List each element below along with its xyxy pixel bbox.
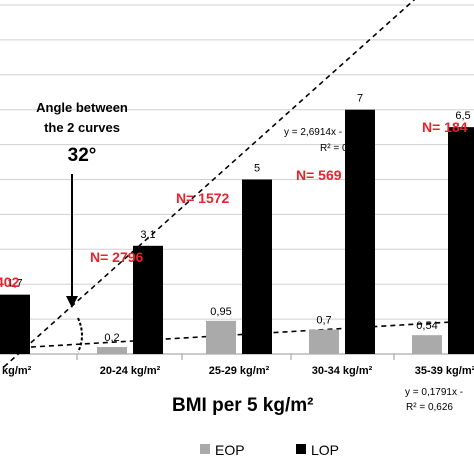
angle-arc xyxy=(77,317,83,353)
category-label: 30-34 kg/m² xyxy=(312,365,373,377)
gridlines xyxy=(0,4,474,360)
eop-trend-equation: y = 0,1791x - xyxy=(405,387,463,398)
n-label-4: N= 569 xyxy=(296,167,342,183)
eop-bar-label: 0,95 xyxy=(210,306,231,318)
lop-bar-label: 3,1 xyxy=(140,229,155,241)
angle-arrow-head xyxy=(66,296,78,308)
eop-bar xyxy=(97,347,127,354)
lop-bar xyxy=(345,109,375,354)
lop-trendline xyxy=(3,0,416,368)
lop-bar xyxy=(448,127,474,355)
lop-bar xyxy=(133,245,163,354)
n-label-2: N= 2796 xyxy=(90,249,144,265)
lop-trend-r2: R² = 0,7426 xyxy=(320,143,373,154)
category-label: 35-39 kg/m² xyxy=(415,365,474,377)
eop-trend-r2: R² = 0,626 xyxy=(406,402,453,413)
lop-bar-label: 5 xyxy=(254,163,260,175)
legend-eop-label: EOP xyxy=(215,442,245,458)
eop-bar-label: 0,7 xyxy=(316,315,331,327)
lop-bar xyxy=(0,294,30,354)
lop-bar-label: 1,7 xyxy=(7,278,22,290)
angle-value: 32° xyxy=(68,145,97,166)
eop-bar xyxy=(206,320,236,354)
category-label: 20-24 kg/m² xyxy=(100,365,161,377)
n-label-3: N= 1572 xyxy=(176,190,230,206)
eop-trendline xyxy=(3,319,474,350)
category-label: kg/m² xyxy=(2,365,32,377)
n-label-1: 402 xyxy=(0,274,20,290)
lop-bar-label: 7 xyxy=(357,93,363,105)
angle-note-line2: the 2 curves xyxy=(44,120,120,135)
eop-bar-label: 0,2 xyxy=(104,332,119,344)
category-labels: kg/m² 20-24 kg/m² 25-29 kg/m² 30-34 kg/m² 35… xyxy=(2,365,474,377)
trendlines xyxy=(3,0,474,368)
legend-lop-swatch xyxy=(296,444,306,454)
lop-bar-label: 6,5 xyxy=(455,110,470,122)
eop-bar xyxy=(309,329,339,354)
lop-bar xyxy=(242,179,272,354)
lop-trend-equation: y = 2,6914x - 2,52 xyxy=(284,127,365,138)
bar-value-labels: 1,7 0,2 3,1 0,95 5 0,7 7 0,54 6,5 xyxy=(7,93,470,344)
eop-bar xyxy=(412,335,442,354)
category-label: 25-29 kg/m² xyxy=(209,365,270,377)
n-label-5: N= 184 xyxy=(422,119,468,135)
bars xyxy=(0,109,474,355)
x-axis-title: BMI per 5 kg/m² xyxy=(172,395,313,416)
eop-bar-label: 0,54 xyxy=(416,320,437,332)
legend-lop-label: LOP xyxy=(311,442,339,458)
legend-eop-swatch xyxy=(200,444,210,454)
angle-note-line1: Angle between xyxy=(36,100,128,115)
